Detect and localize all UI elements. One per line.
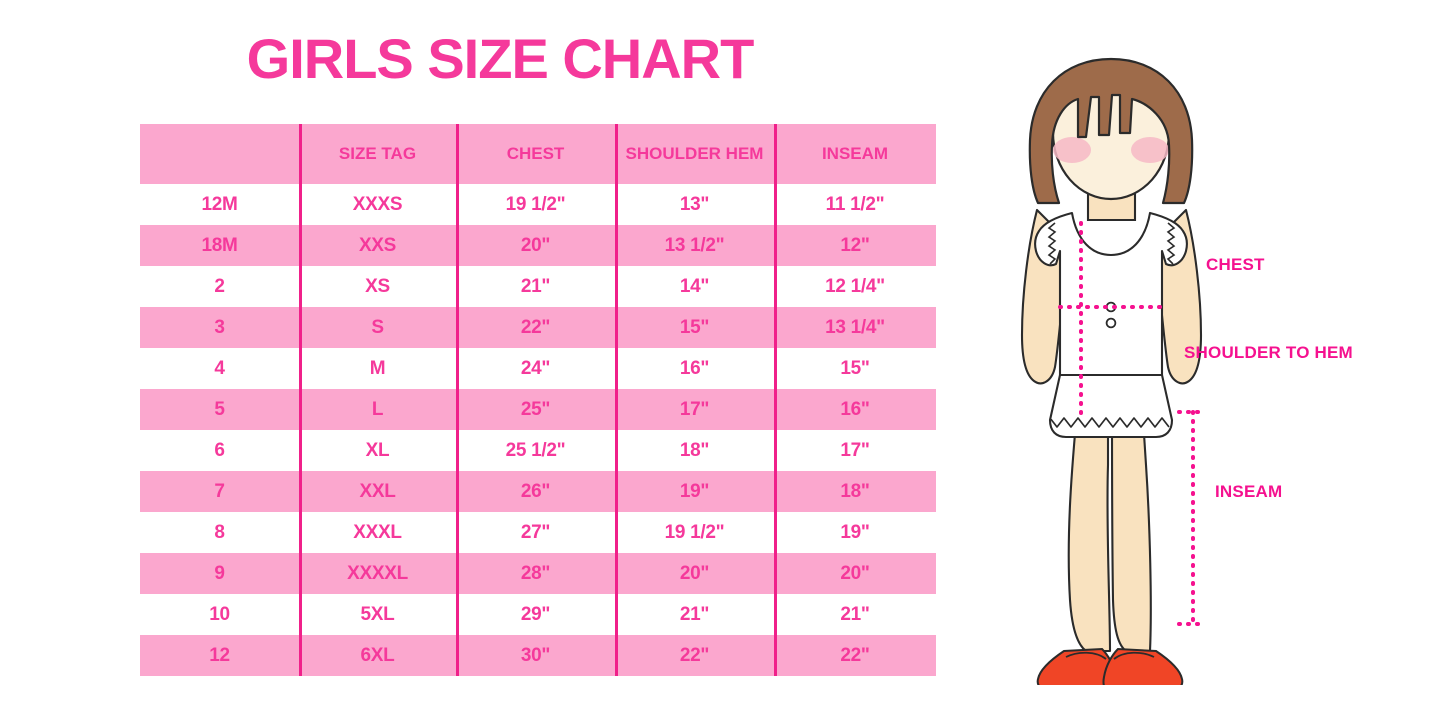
inseam-bracket	[1175, 408, 1211, 628]
cell-shoulder-hem: 20"	[615, 553, 774, 594]
cell-chest: 30"	[456, 635, 615, 676]
cell-shoulder-hem: 19"	[615, 471, 774, 512]
cell-inseam: 19"	[774, 512, 936, 553]
column-header-chest: CHEST	[456, 124, 615, 184]
blush-left	[1053, 137, 1091, 163]
shoes-group	[1036, 647, 1184, 685]
cell-size-tag: L	[299, 389, 456, 430]
cell-size: 10	[209, 603, 230, 625]
cell-shoulder-hem: 22"	[615, 635, 774, 676]
cell-size: 9	[214, 562, 225, 584]
cell-inseam: 21"	[774, 594, 936, 635]
table-row: 7 XXL 26" 19" 18"	[140, 471, 936, 512]
cell-shoulder-hem: 14"	[615, 266, 774, 307]
cell-inseam: 16"	[774, 389, 936, 430]
cell-size-tag: 6XL	[299, 635, 456, 676]
table-row: 18M XXS 20" 13 1/2" 12"	[140, 225, 936, 266]
hair	[1028, 57, 1194, 205]
cell-chest: 21"	[456, 266, 615, 307]
cell-size: 4	[214, 357, 225, 379]
cell-shoulder-hem: 13"	[615, 184, 774, 225]
cell-size-tag: XXXXL	[299, 553, 456, 594]
cell-size: 3	[214, 316, 225, 338]
cell-size: 2	[214, 275, 225, 297]
table-row: 3 S 22" 15" 13 1/4"	[140, 307, 936, 348]
head-group	[1028, 57, 1194, 205]
cell-size: 7	[214, 480, 225, 502]
cell-size: 18M	[201, 234, 238, 256]
cell-shoulder-hem: 13 1/2"	[615, 225, 774, 266]
cell-inseam: 18"	[774, 471, 936, 512]
cell-inseam: 13 1/4"	[774, 307, 936, 348]
cell-size-tag: XXXL	[299, 512, 456, 553]
measurement-guides	[1058, 221, 1168, 419]
column-header-inseam: INSEAM	[774, 124, 936, 184]
table-row: 12 6XL 30" 22" 22"	[140, 635, 936, 676]
page-title: GIRLS SIZE CHART	[246, 27, 755, 90]
cell-chest: 19 1/2"	[456, 184, 615, 225]
table-row: 2 XS 21" 14" 12 1/4"	[140, 266, 936, 307]
column-header-size	[140, 124, 299, 184]
girl-figure-illustration	[960, 45, 1260, 685]
blush-right	[1131, 137, 1169, 163]
cell-chest: 22"	[456, 307, 615, 348]
cell-inseam: 12 1/4"	[774, 266, 936, 307]
cell-chest: 25 1/2"	[456, 430, 615, 471]
cell-size-tag: S	[299, 307, 456, 348]
cell-size-tag: 5XL	[299, 594, 456, 635]
cell-chest: 24"	[456, 348, 615, 389]
cell-size-tag: XL	[299, 430, 456, 471]
cell-size: 8	[214, 521, 225, 543]
cell-chest: 20"	[456, 225, 615, 266]
table-row: 4 M 24" 16" 15"	[140, 348, 936, 389]
table-row: 10 5XL 29" 21" 21"	[140, 594, 936, 635]
cell-size: 6	[214, 439, 225, 461]
cell-chest: 28"	[456, 553, 615, 594]
table-row: 6 XL 25 1/2" 18" 17"	[140, 430, 936, 471]
column-header-size-tag: SIZE TAG	[299, 124, 456, 184]
cell-chest: 27"	[456, 512, 615, 553]
table-row: 8 XXXL 27" 19 1/2" 19"	[140, 512, 936, 553]
legs-group	[1067, 398, 1152, 653]
table-row: 5 L 25" 17" 16"	[140, 389, 936, 430]
cell-inseam: 15"	[774, 348, 936, 389]
cell-size-tag: XXXS	[299, 184, 456, 225]
cell-size-tag: XXL	[299, 471, 456, 512]
callout-label-inseam: INSEAM	[1215, 482, 1283, 501]
table-row: 12M XXXS 19 1/2" 13" 11 1/2"	[140, 184, 936, 225]
table-row: 9 XXXXL 28" 20" 20"	[140, 553, 936, 594]
callout-label-chest: CHEST	[1206, 255, 1265, 274]
cell-shoulder-hem: 15"	[615, 307, 774, 348]
cell-inseam: 11 1/2"	[774, 184, 936, 225]
cell-size: 5	[214, 398, 225, 420]
cell-inseam: 20"	[774, 553, 936, 594]
cell-chest: 25"	[456, 389, 615, 430]
cell-shoulder-hem: 19 1/2"	[615, 512, 774, 553]
cell-inseam: 22"	[774, 635, 936, 676]
cell-inseam: 12"	[774, 225, 936, 266]
table-header: SIZE TAG CHEST SHOULDER HEM INSEAM	[140, 124, 936, 184]
button-lower	[1105, 317, 1117, 329]
callout-label-shoulder-to-hem: SHOULDER TO HEM	[1184, 343, 1353, 362]
cell-size: 12M	[201, 193, 238, 215]
cell-shoulder-hem: 18"	[615, 430, 774, 471]
cell-chest: 26"	[456, 471, 615, 512]
cell-size-tag: XXS	[299, 225, 456, 266]
cell-shoulder-hem: 16"	[615, 348, 774, 389]
cell-chest: 29"	[456, 594, 615, 635]
cell-inseam: 17"	[774, 430, 936, 471]
table-body: 12M XXXS 19 1/2" 13" 11 1/2" 18M XXS 20" 13 1/2"…	[140, 184, 936, 676]
column-header-shoulder-hem: SHOULDER HEM	[615, 124, 774, 184]
bloomers-garment	[1048, 373, 1174, 439]
cell-shoulder-hem: 21"	[615, 594, 774, 635]
cell-size: 12	[209, 644, 230, 666]
cell-size-tag: M	[299, 348, 456, 389]
cell-size-tag: XS	[299, 266, 456, 307]
cell-shoulder-hem: 17"	[615, 389, 774, 430]
header-row: SIZE TAG CHEST SHOULDER HEM INSEAM	[140, 124, 936, 184]
size-chart-table: SIZE TAG CHEST SHOULDER HEM INSEAM 12M XX…	[140, 124, 936, 676]
